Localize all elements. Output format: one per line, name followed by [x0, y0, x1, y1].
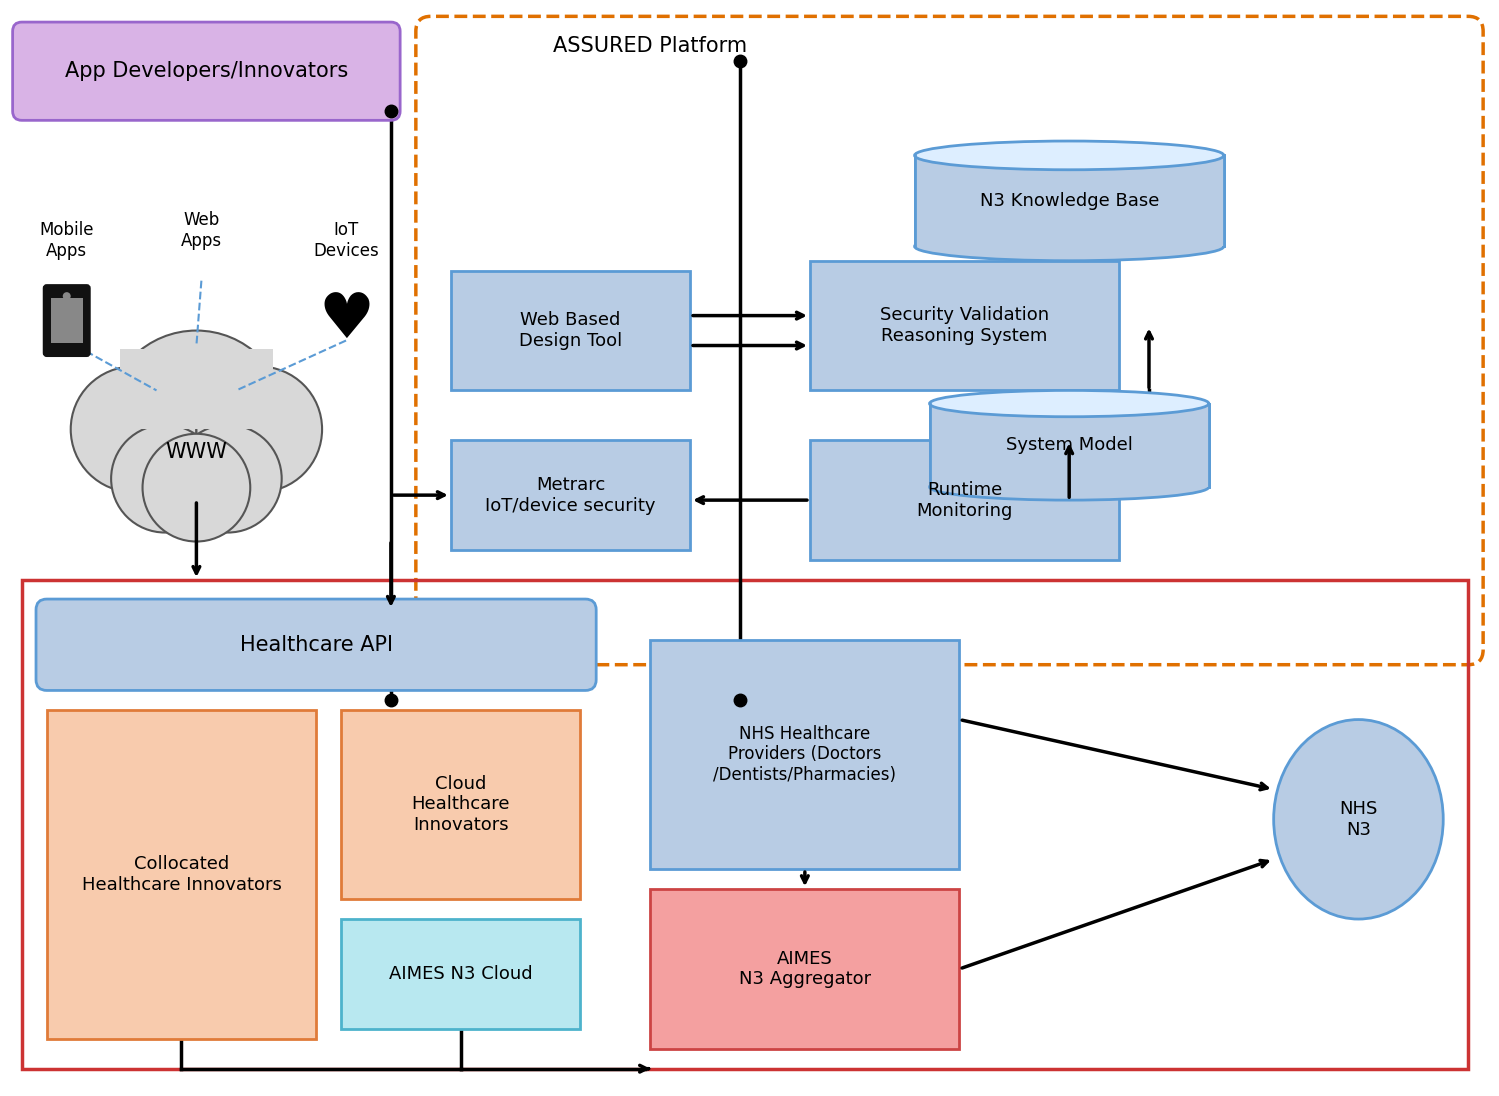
Text: AIMES
N3 Aggregator: AIMES N3 Aggregator [739, 949, 871, 989]
Bar [46, 709, 316, 1039]
Text: Web
Apps: Web Apps [181, 212, 222, 250]
FancyBboxPatch shape [12, 22, 400, 121]
FancyBboxPatch shape [36, 600, 597, 690]
Ellipse shape [914, 141, 1223, 170]
Circle shape [106, 331, 286, 510]
Bar [651, 889, 959, 1049]
Text: AIMES N3 Cloud: AIMES N3 Cloud [388, 964, 532, 983]
Text: Security Validation
Reasoning System: Security Validation Reasoning System [880, 306, 1049, 345]
Ellipse shape [929, 390, 1208, 416]
Text: Mobile
Apps: Mobile Apps [39, 221, 94, 260]
Text: IoT
Devices: IoT Devices [313, 221, 379, 260]
Text: Runtime
Monitoring: Runtime Monitoring [916, 481, 1013, 520]
Circle shape [196, 366, 322, 492]
Bar [342, 709, 580, 899]
Bar [22, 580, 1468, 1069]
Text: Web Based
Design Tool: Web Based Design Tool [519, 311, 622, 350]
Bar [929, 403, 1208, 487]
Text: Healthcare API: Healthcare API [240, 635, 393, 654]
Text: ASSURED Platform: ASSURED Platform [553, 36, 748, 56]
Bar [120, 349, 273, 430]
FancyBboxPatch shape [43, 285, 90, 356]
Circle shape [111, 425, 219, 533]
Circle shape [142, 434, 250, 541]
Bar [914, 156, 1223, 247]
Text: Metrarc
IoT/device security: Metrarc IoT/device security [486, 476, 655, 514]
Text: App Developers/Innovators: App Developers/Innovators [64, 61, 348, 81]
Circle shape [70, 366, 196, 492]
Bar [929, 403, 1208, 487]
Bar [451, 271, 690, 390]
Bar [451, 441, 690, 550]
Text: Cloud
Healthcare
Innovators: Cloud Healthcare Innovators [412, 775, 510, 834]
Text: NHS Healthcare
Providers (Doctors
/Dentists/Pharmacies): NHS Healthcare Providers (Doctors /Denti… [714, 724, 896, 785]
Bar [809, 441, 1120, 560]
Bar [914, 156, 1223, 247]
Bar [809, 261, 1120, 390]
Bar [651, 640, 959, 869]
Text: ♥: ♥ [318, 290, 375, 351]
Text: N3 Knowledge Base: N3 Knowledge Base [979, 192, 1159, 209]
Circle shape [63, 293, 70, 300]
Circle shape [174, 425, 282, 533]
Bar [342, 920, 580, 1029]
Bar [51, 298, 82, 343]
Text: System Model: System Model [1006, 436, 1133, 454]
Ellipse shape [914, 232, 1223, 261]
Text: WWW: WWW [165, 442, 228, 461]
Text: NHS
N3: NHS N3 [1339, 800, 1378, 838]
Ellipse shape [929, 473, 1208, 500]
Ellipse shape [1274, 720, 1444, 920]
Text: Collocated
Healthcare Innovators: Collocated Healthcare Innovators [81, 855, 282, 893]
